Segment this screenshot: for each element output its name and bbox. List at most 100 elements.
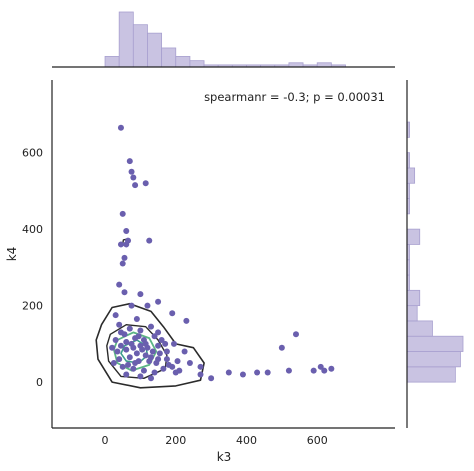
scatter-point — [163, 348, 170, 355]
scatter-points — [109, 124, 335, 382]
scatter-point — [278, 344, 285, 351]
scatter-point — [264, 369, 271, 376]
top-histogram-bar — [104, 56, 120, 68]
plot-area: 0 200 400 600 0 200 400 600 spearmanr = -0.3; … — [22, 80, 395, 447]
scatter-point — [126, 354, 133, 361]
right-histogram-bar — [406, 366, 456, 383]
scatter-point — [117, 124, 124, 131]
scatter-point — [112, 337, 119, 344]
scatter-point — [119, 260, 126, 267]
y-tick-label: 200 — [22, 300, 43, 313]
scatter-point — [208, 375, 215, 382]
scatter-point — [151, 333, 158, 340]
scatter-point — [172, 369, 179, 376]
scatter-point — [148, 354, 155, 361]
right-histogram-bar — [406, 305, 418, 322]
top-histogram-bar — [161, 47, 177, 68]
scatter-point — [151, 369, 158, 376]
scatter-point — [155, 342, 162, 349]
top-histogram-bar — [118, 11, 134, 68]
scatter-point — [126, 325, 133, 332]
right-histogram-bar — [406, 335, 464, 352]
scatter-point — [148, 375, 155, 382]
scatter-point — [169, 310, 176, 317]
scatter-point — [132, 359, 139, 366]
top-histogram-bar — [147, 32, 163, 68]
y-axis-label: k4 — [5, 247, 19, 262]
scatter-point — [149, 348, 156, 355]
scatter-point — [116, 356, 123, 363]
x-tick-labels: 0 200 400 600 — [102, 434, 328, 447]
scatter-point — [254, 369, 261, 376]
right-histogram-bar — [406, 289, 421, 307]
kde-contour-outer — [95, 302, 205, 389]
scatter-point — [174, 358, 181, 365]
scatter-point — [119, 363, 126, 370]
scatter-point — [140, 367, 147, 374]
scatter-point — [142, 352, 149, 359]
scatter-point — [170, 340, 177, 347]
scatter-point — [121, 289, 128, 296]
scatter-point — [197, 363, 204, 370]
scatter-point — [148, 323, 155, 330]
y-tick-label: 600 — [22, 147, 43, 160]
x-axis-label: k3 — [217, 450, 232, 464]
scatter-point — [128, 302, 135, 309]
scatter-point — [310, 367, 317, 374]
scatter-point — [162, 340, 169, 347]
scatter-point — [130, 174, 137, 181]
top-histogram-bar — [316, 62, 332, 68]
scatter-point — [109, 344, 116, 351]
kde-contour-inner — [120, 339, 149, 364]
right-histogram-bar — [406, 320, 433, 337]
scatter-point — [137, 373, 144, 380]
scatter-point — [114, 348, 121, 355]
scatter-point — [130, 365, 137, 372]
scatter-point — [112, 312, 119, 319]
scatter-point — [155, 298, 162, 305]
scatter-point — [117, 241, 124, 248]
top-marginal-histogram — [104, 11, 346, 68]
scatter-point — [158, 337, 165, 344]
scatter-point — [197, 371, 204, 378]
scatter-point — [146, 237, 153, 244]
right-histogram-bar — [406, 351, 461, 368]
scatter-point — [135, 333, 142, 340]
scatter-point — [321, 367, 328, 374]
x-tick-label: 0 — [102, 434, 109, 447]
scatter-point — [130, 344, 137, 351]
scatter-point — [123, 346, 130, 353]
scatter-point — [137, 291, 144, 298]
y-tick-labels: 0 200 400 600 — [22, 147, 43, 389]
scatter-point — [116, 321, 123, 328]
scatter-point — [328, 365, 335, 372]
right-marginal-histogram — [406, 121, 464, 383]
correlation-annotation: spearmanr = -0.3; p = 0.00031 — [204, 90, 385, 104]
scatter-point — [117, 342, 124, 349]
scatter-point — [225, 369, 232, 376]
scatter-point — [126, 158, 133, 165]
scatter-point — [163, 356, 170, 363]
right-histogram-bar — [406, 167, 416, 184]
scatter-point — [285, 367, 292, 374]
x-tick-label: 400 — [236, 434, 257, 447]
x-tick-label: 600 — [307, 434, 328, 447]
scatter-point — [142, 180, 149, 187]
scatter-point — [239, 371, 246, 378]
scatter-point — [317, 363, 324, 370]
right-histogram-bar — [406, 228, 421, 245]
scatter-point — [125, 361, 132, 368]
scatter-point — [123, 371, 130, 378]
scatter-point — [183, 317, 190, 324]
scatter-point — [128, 168, 135, 175]
scatter-point — [144, 302, 151, 309]
top-histogram-bar — [132, 24, 148, 68]
scatter-point — [169, 363, 176, 370]
top-histogram-bar — [288, 62, 304, 68]
scatter-point — [160, 365, 167, 372]
top-histogram-bar — [175, 56, 191, 68]
scatter-point — [186, 359, 193, 366]
scatter-point — [155, 329, 162, 336]
y-tick-label: 400 — [22, 223, 43, 236]
scatter-point — [117, 329, 124, 336]
